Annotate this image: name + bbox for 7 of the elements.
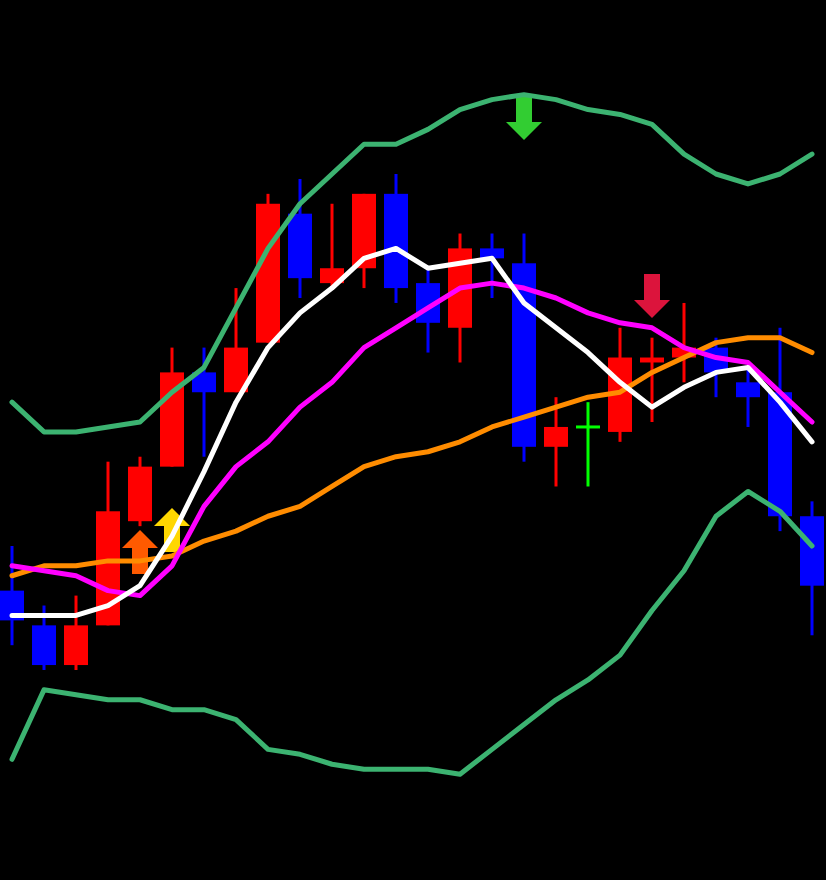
candlestick: [736, 365, 760, 429]
candlestick: [192, 346, 216, 459]
candlestick: [544, 395, 568, 488]
candlestick: [32, 604, 56, 672]
candlestick: [64, 594, 88, 672]
candlestick: [480, 232, 504, 300]
candlestick: [224, 286, 248, 394]
